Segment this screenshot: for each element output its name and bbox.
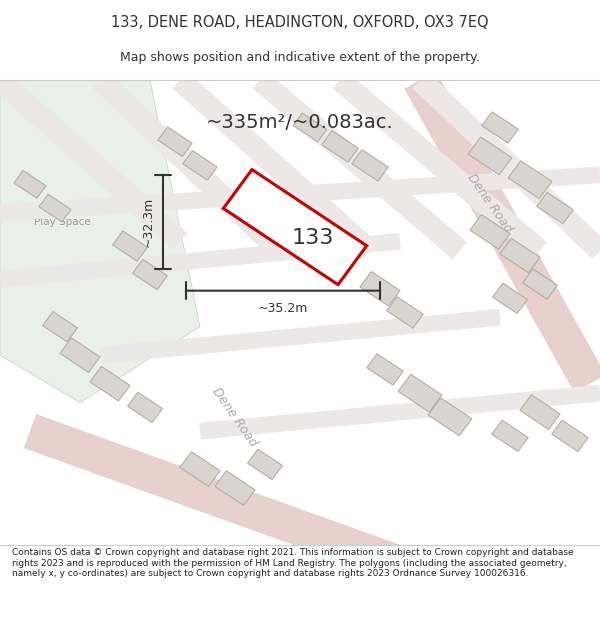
Polygon shape — [39, 194, 71, 222]
Polygon shape — [322, 131, 358, 162]
Polygon shape — [552, 420, 588, 452]
Text: 133: 133 — [292, 229, 334, 249]
Polygon shape — [215, 471, 255, 506]
Polygon shape — [470, 214, 510, 249]
Polygon shape — [493, 283, 527, 313]
Text: Play Space: Play Space — [34, 217, 91, 227]
Polygon shape — [537, 192, 573, 224]
Text: Dene Road: Dene Road — [465, 171, 515, 235]
Polygon shape — [482, 112, 518, 143]
Polygon shape — [113, 231, 148, 261]
Polygon shape — [248, 449, 283, 479]
Polygon shape — [43, 312, 77, 342]
Text: ~35.2m: ~35.2m — [258, 302, 308, 315]
Polygon shape — [523, 269, 557, 299]
Polygon shape — [0, 80, 200, 402]
Text: Dene Road: Dene Road — [210, 385, 260, 449]
Polygon shape — [428, 398, 472, 436]
Polygon shape — [508, 161, 552, 199]
Polygon shape — [223, 169, 367, 284]
Polygon shape — [133, 259, 167, 290]
Polygon shape — [158, 127, 192, 156]
Polygon shape — [387, 297, 423, 328]
Polygon shape — [183, 151, 217, 180]
Polygon shape — [360, 271, 400, 306]
Polygon shape — [180, 452, 220, 486]
Text: Map shows position and indicative extent of the property.: Map shows position and indicative extent… — [120, 51, 480, 64]
Polygon shape — [14, 171, 46, 198]
Polygon shape — [128, 392, 163, 422]
Polygon shape — [60, 338, 100, 372]
Polygon shape — [492, 420, 528, 452]
Text: Contains OS data © Crown copyright and database right 2021. This information is : Contains OS data © Crown copyright and d… — [12, 548, 574, 578]
Polygon shape — [352, 150, 388, 181]
Text: 133, DENE ROAD, HEADINGTON, OXFORD, OX3 7EQ: 133, DENE ROAD, HEADINGTON, OXFORD, OX3 … — [111, 15, 489, 30]
Polygon shape — [468, 137, 512, 175]
Polygon shape — [367, 354, 403, 385]
Polygon shape — [520, 395, 560, 429]
Polygon shape — [398, 374, 442, 412]
Polygon shape — [90, 366, 130, 401]
Polygon shape — [293, 113, 327, 142]
Text: ~32.3m: ~32.3m — [142, 197, 155, 247]
Text: ~335m²/~0.083ac.: ~335m²/~0.083ac. — [206, 113, 394, 132]
Polygon shape — [500, 238, 540, 273]
